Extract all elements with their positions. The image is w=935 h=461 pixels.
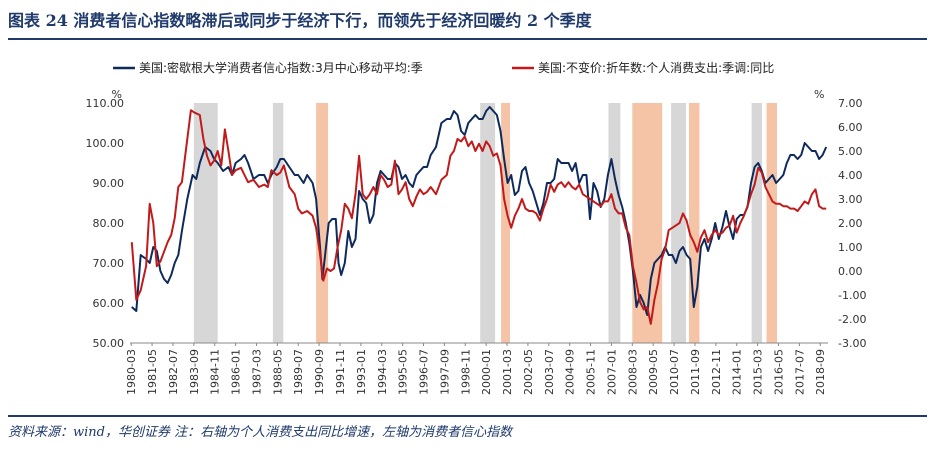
title-rule xyxy=(8,38,927,40)
shaded-period-gray-5 xyxy=(608,103,621,343)
figure-header: 图表 24 消费者信心指数略滞后或同步于经济下行，而领先于经济回暖约 2 个季度 xyxy=(8,8,927,34)
right-tick-label: -3.00 xyxy=(838,337,866,350)
shaded-period-orange-2 xyxy=(316,103,329,343)
x-tick-label: 1982-07 xyxy=(167,349,180,395)
x-tick-label: 1997-09 xyxy=(438,349,451,395)
x-tick-label: 1986-01 xyxy=(230,349,243,395)
x-tick-label: 2003-07 xyxy=(543,349,556,395)
shaded-period-gray-9 xyxy=(751,103,763,343)
x-tick-label: 1991-11 xyxy=(334,349,347,395)
x-tick-label: 1995-05 xyxy=(397,349,410,395)
figure-source: 资料来源：wind，华创证券 注：右轴为个人消费支出同比增速，左轴为消费者信心指… xyxy=(8,425,513,440)
figure-title: 图表 24 消费者信心指数略滞后或同步于经济下行，而领先于经济回暖约 2 个季度 xyxy=(8,11,592,30)
x-tick-label: 2008-03 xyxy=(626,349,639,395)
pce-yoy-line xyxy=(130,109,827,325)
right-tick-label: -2.00 xyxy=(838,313,866,326)
left-tick-label: 110.00 xyxy=(86,97,125,110)
footer-rule xyxy=(8,415,927,417)
x-tick-label: 2016-05 xyxy=(772,349,785,395)
legend-label-pce: 美国:不变价:折年数:个人消费支出:季调:同比 xyxy=(538,60,774,75)
x-tick-label: 1984-11 xyxy=(209,349,222,395)
x-tick-label: 2017-07 xyxy=(793,349,806,395)
shaded-period-orange-4 xyxy=(501,103,511,343)
consumer-sentiment-line xyxy=(131,106,828,316)
right-tick-label: 3.00 xyxy=(838,193,863,206)
x-tick-label: 2000-01 xyxy=(480,349,493,395)
x-tick-label: 1993-01 xyxy=(355,349,368,395)
x-tick-label: 2001-03 xyxy=(501,349,514,395)
dual-axis-line-chart: 50.0060.0070.0080.0090.00100.00110.00%-3… xyxy=(86,60,867,395)
shaded-period-gray-1 xyxy=(272,103,284,343)
right-tick-label: 5.00 xyxy=(838,145,863,158)
x-tick-label: 1996-07 xyxy=(418,349,431,395)
right-tick-label: 1.00 xyxy=(838,241,863,254)
right-tick-label: 2.00 xyxy=(838,217,863,230)
right-tick-label: 4.00 xyxy=(838,169,863,182)
x-tick-label: 1994-03 xyxy=(376,349,389,395)
x-tick-label: 2004-09 xyxy=(564,349,577,395)
x-tick-label: 2010-07 xyxy=(668,349,681,395)
x-tick-label: 1983-09 xyxy=(188,349,201,395)
x-tick-label: 1988-05 xyxy=(271,349,284,395)
x-tick-label: 2007-01 xyxy=(605,349,618,395)
left-axis: 50.00 60.00 70.00 80.00 90.00 100.00 110.00% xyxy=(86,88,125,350)
chart-legend: 美国:密歇根大学消费者信心指数:3月中心移动平均:季 美国:不变价:折年数:个人消… xyxy=(113,60,774,75)
legend-label-sentiment: 美国:密歇根大学消费者信心指数:3月中心移动平均:季 xyxy=(139,60,423,75)
x-tick-label: 2005-11 xyxy=(585,349,598,395)
shaded-period-orange-10 xyxy=(766,103,777,343)
x-axis: 1980-03 1981-05 1982-07 1983-09 1984-11 1986-… xyxy=(125,343,827,395)
left-tick-label: 70.00 xyxy=(93,257,125,270)
x-tick-label: 2012-11 xyxy=(710,349,723,395)
x-tick-label: 2018-09 xyxy=(814,349,827,395)
shaded-period-gray-0 xyxy=(193,103,218,343)
right-tick-label: -1.00 xyxy=(838,289,866,302)
right-axis-unit: % xyxy=(814,88,824,101)
right-axis: -3.00 -2.00 -1.00 0.00 1.00 2.00 3.00 4.00 5.00 6… xyxy=(814,88,866,350)
x-tick-label: 1989-07 xyxy=(292,349,305,395)
left-tick-label: 80.00 xyxy=(93,217,125,230)
right-tick-label: 0.00 xyxy=(838,265,863,278)
x-tick-label: 2002-05 xyxy=(522,349,535,395)
x-tick-label: 2014-01 xyxy=(731,349,744,395)
left-tick-label: 60.00 xyxy=(93,297,125,310)
shaded-period-gray-3 xyxy=(480,103,496,343)
x-tick-label: 2015-03 xyxy=(752,349,765,395)
x-tick-label: 1998-11 xyxy=(459,349,472,395)
x-tick-label: 1981-05 xyxy=(146,349,159,395)
left-tick-label: 100.00 xyxy=(86,137,125,150)
x-tick-label: 1990-09 xyxy=(313,349,326,395)
left-tick-label: 90.00 xyxy=(93,177,125,190)
left-axis-unit: % xyxy=(112,88,122,101)
right-tick-label: 7.00 xyxy=(838,97,863,110)
x-tick-label: 2009-05 xyxy=(647,349,660,395)
left-tick-label: 50.00 xyxy=(93,337,125,350)
x-tick-label: 1987-03 xyxy=(250,349,263,395)
right-tick-label: 6.00 xyxy=(838,121,863,134)
x-tick-label: 2011-09 xyxy=(689,349,702,395)
x-tick-label: 1980-03 xyxy=(125,349,138,395)
shaded-period-orange-8 xyxy=(688,103,700,343)
